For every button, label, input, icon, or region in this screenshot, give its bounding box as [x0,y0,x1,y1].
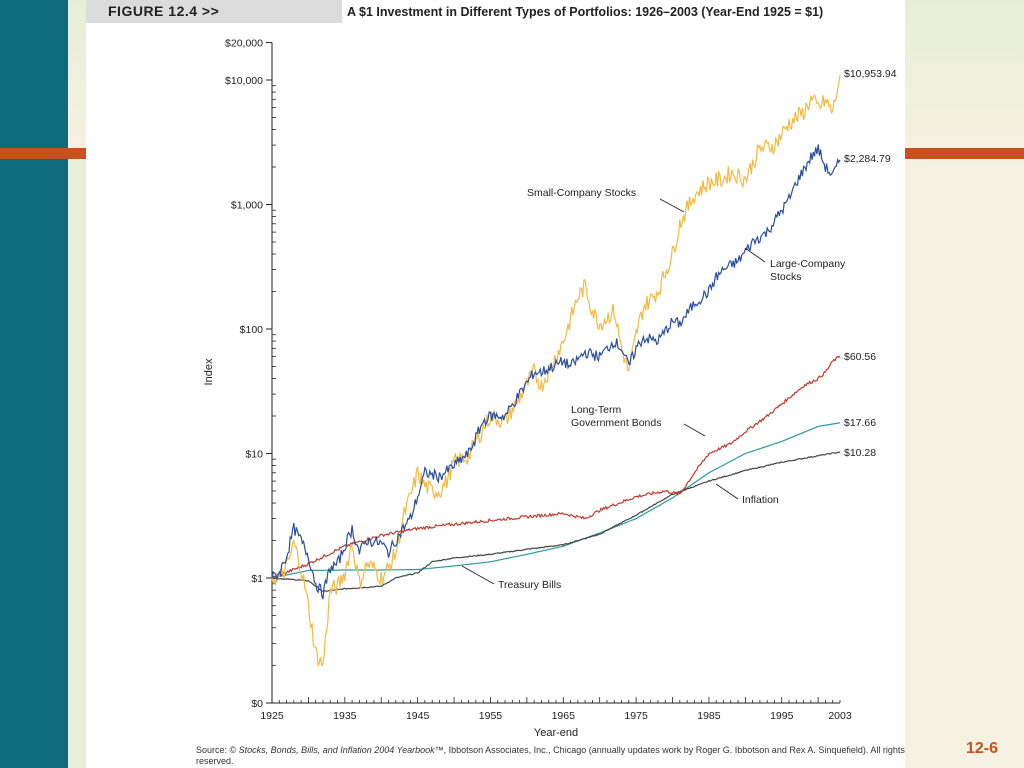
figure-panel [86,0,905,768]
x-tick-label: 1985 [697,710,721,722]
leader-line-inflation [715,483,739,500]
series-name-label-small-company-stocks: Small-Company Stocks [527,187,636,199]
series-end-label: $2,284.79 [844,153,891,165]
x-tick-label: 1955 [479,710,503,722]
series-line-treasury-bills [271,422,841,579]
x-tick-label: 1945 [406,710,430,722]
series-name-label-long-term-government-bonds: Government Bonds [571,417,661,429]
y-tick-label: $10 [245,449,263,461]
page-number: 12-6 [966,740,999,757]
x-tick-label: 1965 [552,710,576,722]
y-axis-label: Index [203,358,215,385]
series-name-label-treasury-bills: Treasury Bills [498,579,561,591]
series-end-label: $10,953.94 [844,68,897,80]
series-end-label: $17.66 [844,417,876,429]
slide-side-stripe [68,0,86,768]
series-end-label: $60.56 [844,351,876,363]
source-rest: ™, Ibbotson Associates, Inc., Chicago (a… [196,745,905,766]
y-tick-label: $1 [251,573,263,585]
x-tick-label: 1925 [260,710,284,722]
slide-accent-rule-left [0,148,86,159]
y-tick-label: $20,000 [225,38,263,50]
chart-axes: $0 $1 $10 $100 $1,000 $10,000 $20,000 1925 1935 1… [225,38,852,722]
y-tick-label: $10,000 [225,75,263,87]
chart-annotations: $10,953.94 $2,284.79 $60.56 $17.66 $10.28 Sma… [461,68,897,591]
figure-tag-box [86,0,342,23]
series-name-label-long-term-government-bonds: Long-Term [571,404,621,416]
slide-accent-rule-right [905,148,1024,159]
leader-line-treasury-bills [461,565,495,585]
series-name-label-inflation: Inflation [742,494,779,506]
x-tick-label: 1935 [333,710,357,722]
figure-tag: FIGURE 12.4 >> [108,3,220,19]
chart-series [271,75,841,668]
leader-line-large-company-stocks [744,247,766,263]
series-line-small-company-stocks [271,75,841,668]
series-name-label-large-company-stocks: Large-Company [770,258,846,270]
series-line-long-term-government-bonds [271,355,841,579]
leader-line-long-term-government-bonds [683,423,706,437]
figure-title: A $1 Investment in Different Types of Po… [347,5,824,19]
leader-line-small-company-stocks [659,198,685,213]
x-tick-label: 1975 [624,710,648,722]
x-tick-label: 2003 [828,710,852,722]
series-line-large-company-stocks [271,144,841,600]
x-tick-label: 1995 [770,710,794,722]
y-tick-label: $1,000 [231,200,263,212]
source-book: Stocks, Bonds, Bills, and Inflation 2004… [238,745,435,755]
x-axis-label: Year-end [534,727,578,739]
series-name-label-large-company-stocks: Stocks [770,271,802,283]
source-prefix: Source: © [196,745,239,755]
slide-side-band [0,0,68,768]
y-tick-label: $0 [251,698,263,710]
series-end-label: $10.28 [844,447,876,459]
source-note: Source: © Stocks, Bonds, Bills, and Infl… [196,745,908,767]
series-line-inflation [271,451,841,592]
y-tick-label: $100 [240,324,264,336]
